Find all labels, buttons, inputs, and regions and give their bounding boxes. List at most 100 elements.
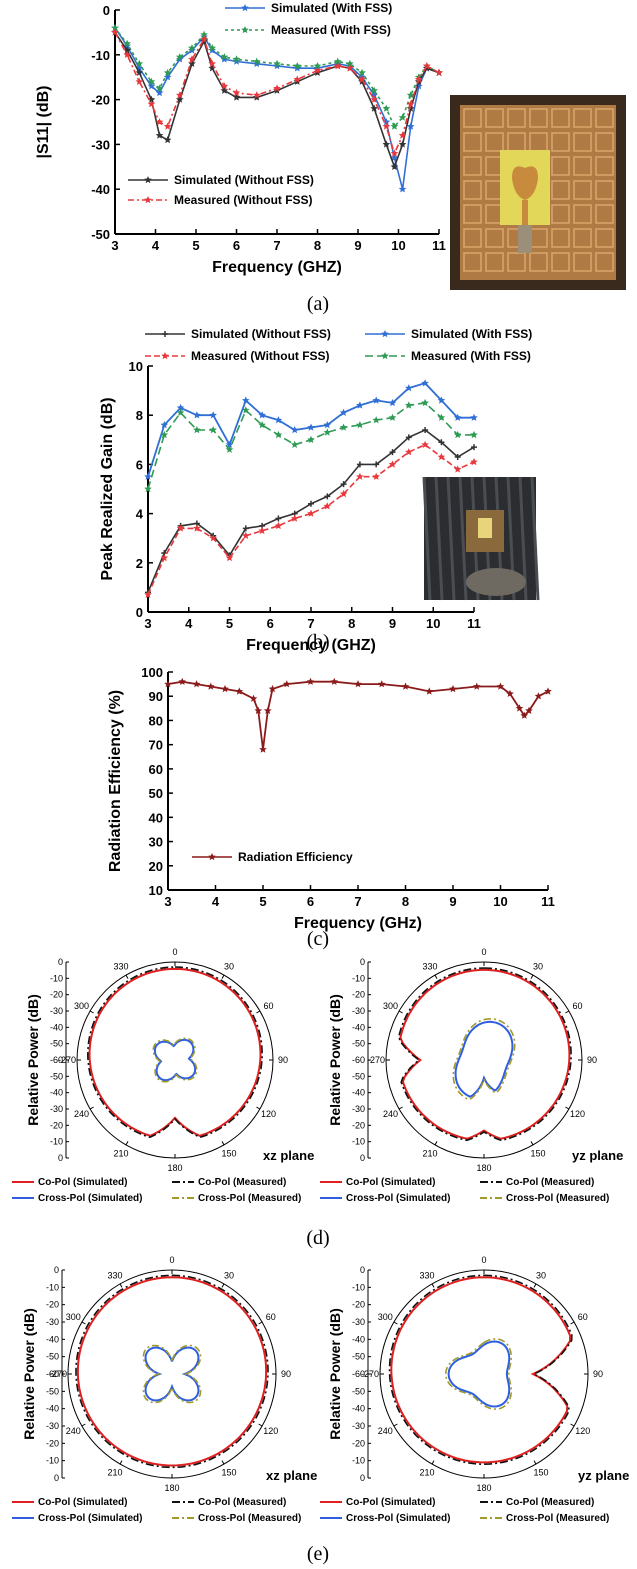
- fss-cell: [595, 156, 614, 176]
- data-point: [454, 454, 461, 461]
- cross-pol-measured: [444, 1338, 513, 1410]
- polar-e-yz: 0306090120150180210240-2703003300-10-20-…: [327, 1255, 629, 1493]
- panel-b: 3 4 5 6 7 8 9 10 11 0 2 4 6 8 10 Frequency (GHZ) Peak Re…: [99, 327, 540, 654]
- feedline: [522, 200, 528, 225]
- data-point: [155, 118, 164, 126]
- photo-anechoic-chamber-measurement: [422, 476, 540, 601]
- fss-cell: [573, 228, 592, 248]
- data-point: [405, 434, 412, 441]
- polar-tick: [398, 1106, 403, 1110]
- polar-tick: [434, 974, 438, 979]
- data-point: [307, 435, 315, 443]
- data-point: [470, 457, 478, 466]
- data-point: [406, 100, 415, 108]
- polar-r-tick-label: -50: [46, 1386, 59, 1396]
- data-point: [206, 682, 215, 690]
- y-tick-label: -10: [91, 48, 110, 63]
- polar-e-xz: 0 30 60 90 120 150 180 210 240 -270 300 330 0 -10 -20 -…: [21, 1255, 317, 1493]
- data-point: [323, 421, 332, 429]
- co-pol-simulated: [76, 1276, 268, 1467]
- polar-angle-label: 210: [422, 1149, 437, 1159]
- data-point: [220, 55, 229, 63]
- data-point: [258, 526, 266, 535]
- data-point: [390, 162, 399, 170]
- fss-cell: [573, 204, 592, 224]
- polar-legend-label: Cross-Pol (Measured): [198, 1193, 301, 1204]
- absorber-cone: [530, 476, 540, 601]
- data-point: [339, 423, 348, 431]
- caption-b: (b): [306, 631, 329, 653]
- data-point: [388, 398, 397, 407]
- polar-plane-label: yz plane: [572, 1148, 623, 1163]
- caption-a: (a): [307, 293, 329, 315]
- cross-pol-simulated: [144, 1346, 200, 1402]
- polar-angle-label: 60: [266, 1312, 276, 1322]
- y-tick-label: 30: [149, 835, 163, 850]
- data-point: [235, 687, 244, 695]
- data-point: [155, 88, 164, 97]
- polar-tick: [256, 1010, 261, 1014]
- polar-angle-label: 0: [481, 1255, 486, 1265]
- legend-marker: [144, 196, 152, 204]
- data-point: [164, 680, 172, 688]
- x-tick-label: 6: [233, 238, 240, 253]
- data-point: [200, 30, 208, 38]
- polar-y-title: Relative Power (dB): [327, 1308, 343, 1439]
- polar-r-tick-label: 0: [58, 957, 63, 967]
- polar-angle-label: -270: [49, 1369, 67, 1379]
- polar-r-tick-label: -20: [352, 990, 365, 1000]
- polar-outer-circle: [76, 961, 274, 1159]
- data-point: [330, 677, 339, 685]
- legend-marker: [208, 853, 216, 861]
- data-point: [421, 379, 429, 387]
- x-tick-label: 3: [111, 238, 118, 253]
- data-point: [382, 140, 391, 148]
- data-point: [208, 59, 216, 67]
- y-tick-label: 20: [149, 859, 163, 874]
- data-point: [254, 706, 263, 714]
- data-point: [188, 55, 196, 63]
- caption-c: (c): [307, 928, 329, 950]
- y-tick-label: 0: [103, 3, 110, 18]
- data-point: [293, 62, 302, 70]
- polar-tick: [258, 1321, 263, 1325]
- x-tick-label: 5: [226, 616, 233, 631]
- polar-tick: [570, 1423, 575, 1427]
- data-point: [258, 421, 266, 429]
- data-point: [144, 485, 152, 493]
- data-point: [163, 135, 172, 144]
- co-pol-measured: [388, 1274, 573, 1466]
- co-pol-simulated: [88, 967, 262, 1137]
- co-pol-measured: [86, 966, 264, 1139]
- polar-tick: [258, 1423, 263, 1427]
- y-tick-label: -20: [91, 93, 110, 108]
- data-point: [220, 82, 229, 90]
- x-tick-label: 6: [307, 894, 314, 909]
- data-point: [147, 95, 156, 103]
- polar-tick: [89, 1010, 94, 1014]
- polar-angle-label: 300: [74, 1001, 89, 1011]
- legend-label: Simulated (With FSS): [271, 1, 392, 15]
- data-point: [323, 502, 332, 510]
- data-point: [273, 86, 281, 94]
- data-point: [163, 122, 172, 130]
- data-point: [398, 185, 407, 193]
- x-tick-label: 10: [493, 894, 507, 909]
- y-tick-label: 90: [149, 689, 163, 704]
- data-point: [282, 680, 291, 688]
- polar-angle-label: 300: [383, 1001, 398, 1011]
- data-point: [390, 149, 399, 157]
- data-point: [324, 493, 331, 500]
- polar-tick: [431, 1460, 435, 1465]
- y-tick-label: 10: [129, 359, 143, 374]
- data-point: [221, 685, 229, 693]
- x-tick-label: 9: [449, 894, 456, 909]
- legend-label: Radiation Efficiency: [238, 850, 353, 864]
- polar-legend-label: Co-Pol (Simulated): [346, 1177, 435, 1188]
- x-tick-label: 3: [164, 894, 171, 909]
- polar-legend-label: Cross-Pol (Measured): [506, 1193, 609, 1204]
- polar-angle-label: 90: [278, 1055, 288, 1065]
- data-point: [358, 68, 366, 76]
- data-point: [339, 489, 348, 498]
- polar-r-tick-label: -40: [50, 1088, 63, 1098]
